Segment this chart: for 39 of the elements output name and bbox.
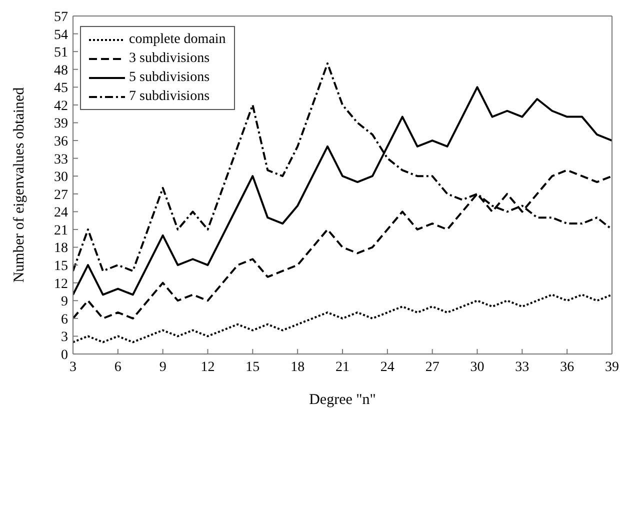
x-tick-label: 36: [560, 360, 574, 375]
y-tick-label: 51: [54, 46, 68, 61]
y-tick-label: 30: [54, 170, 68, 186]
x-tick-label: 12: [200, 360, 215, 375]
y-tick-label: 27: [54, 188, 68, 203]
x-tick-label: 27: [425, 360, 440, 375]
y-tick-label: 12: [54, 276, 68, 292]
x-tick-label: 39: [605, 360, 619, 375]
y-tick-label: 24: [54, 206, 68, 221]
x-tick-label: 6: [114, 360, 122, 375]
y-tick-label: 54: [54, 28, 68, 43]
x-tick-label: 15: [246, 360, 260, 375]
x-tick-label: 21: [336, 360, 350, 375]
y-tick-label: 57: [54, 10, 68, 25]
y-tick-label: 18: [54, 241, 68, 256]
x-tick-label: 9: [159, 360, 166, 375]
y-tick-label: 33: [54, 152, 68, 168]
y-tick-label: 39: [54, 116, 68, 132]
y-tick-label: 0: [61, 348, 68, 363]
y-tick-label: 21: [54, 223, 68, 238]
line-series: [73, 294, 612, 344]
y-tick-label: 6: [61, 312, 68, 328]
x-tick-label: 24: [380, 360, 394, 375]
x-axis-title: Degree "n": [309, 392, 376, 408]
x-tick-label: 30: [470, 360, 484, 375]
y-tick-label: 36: [54, 134, 68, 150]
y-tick-label: 9: [61, 294, 68, 310]
x-tick-label: 18: [290, 360, 305, 375]
legend-label: complete domain: [129, 32, 226, 48]
y-tick-label: 3: [61, 330, 68, 346]
y-tick-label: 15: [54, 259, 68, 274]
y-tick-label: 48: [54, 63, 68, 78]
x-tick-label: 33: [515, 360, 530, 375]
y-tick-label: 42: [54, 98, 68, 114]
legend-label: 5 subdivisions: [129, 70, 210, 86]
legend-label: 7 subdivisions: [129, 88, 210, 104]
legend-label: 3 subdivisions: [129, 50, 210, 66]
y-axis-title: Number of eigenvalues obtained: [11, 86, 28, 283]
y-tick-label: 45: [54, 81, 68, 96]
